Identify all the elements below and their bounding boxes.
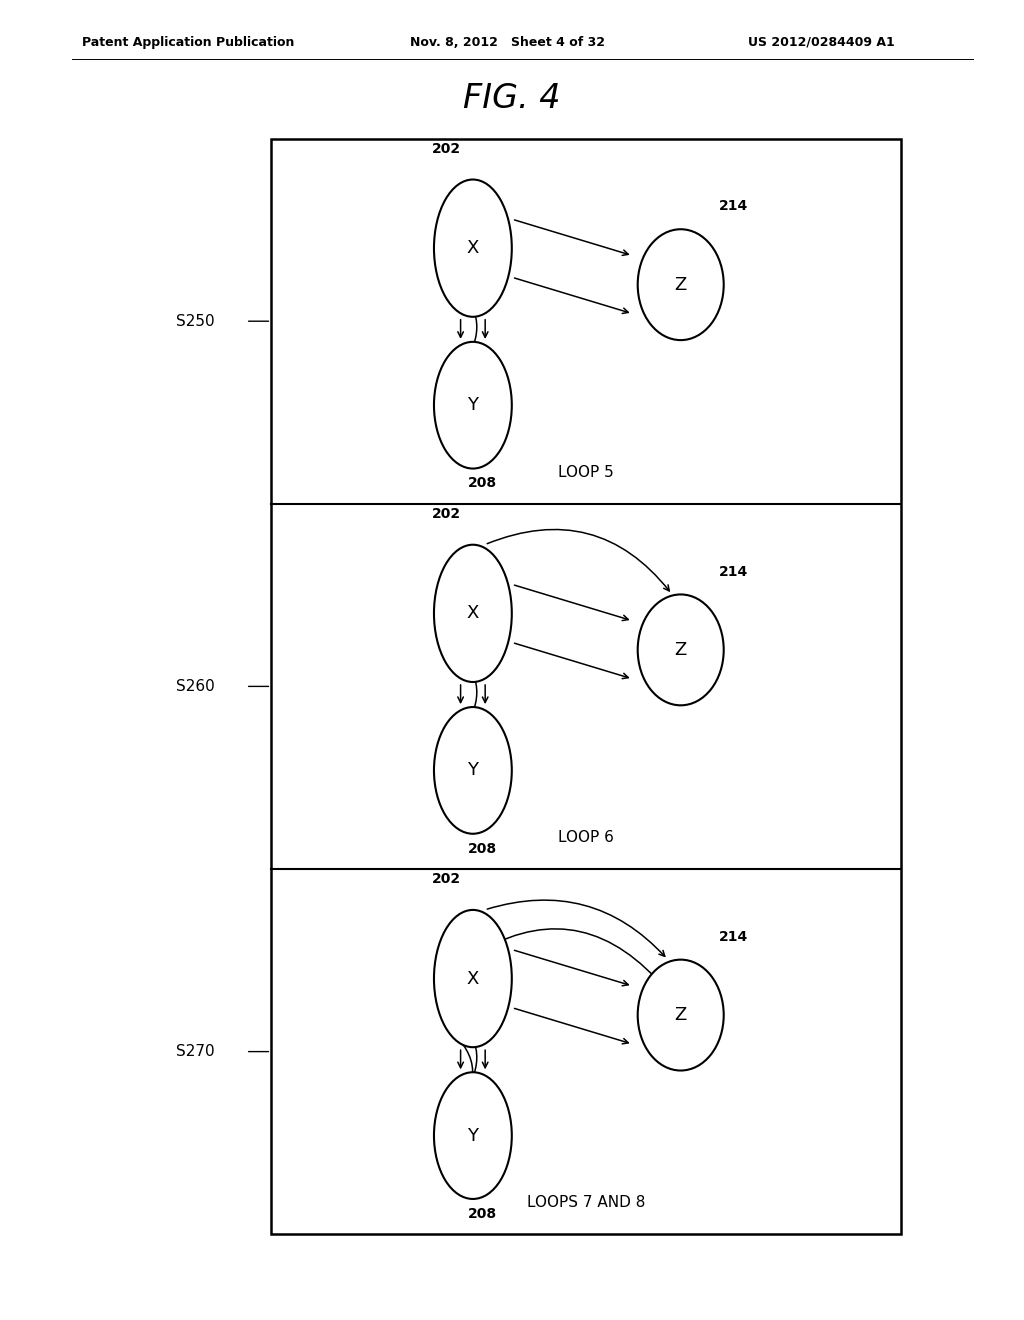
Text: S260: S260	[176, 678, 215, 694]
Text: 202: 202	[431, 141, 461, 156]
Text: Y: Y	[467, 1126, 478, 1144]
Bar	[271, 139, 901, 1234]
Ellipse shape	[434, 1072, 512, 1199]
Ellipse shape	[434, 545, 512, 682]
Ellipse shape	[638, 230, 724, 341]
Text: Z: Z	[675, 276, 687, 293]
Text: 202: 202	[431, 873, 461, 886]
Text: FIG. 4: FIG. 4	[463, 82, 561, 116]
Text: 208: 208	[468, 842, 497, 855]
Text: 208: 208	[468, 1206, 497, 1221]
Ellipse shape	[434, 342, 512, 469]
Text: 208: 208	[468, 477, 497, 491]
Text: X: X	[467, 970, 479, 987]
Ellipse shape	[434, 180, 512, 317]
Ellipse shape	[638, 594, 724, 705]
Text: LOOP 5: LOOP 5	[558, 465, 614, 480]
Text: Z: Z	[675, 1006, 687, 1024]
Text: X: X	[467, 239, 479, 257]
Text: LOOP 6: LOOP 6	[558, 830, 614, 845]
Text: Z: Z	[675, 642, 687, 659]
Ellipse shape	[434, 708, 512, 834]
Text: Patent Application Publication: Patent Application Publication	[82, 36, 294, 49]
Text: 214: 214	[719, 199, 748, 214]
Text: X: X	[467, 605, 479, 622]
Text: S270: S270	[176, 1044, 215, 1059]
Text: Y: Y	[467, 396, 478, 414]
Text: 214: 214	[719, 565, 748, 578]
Text: LOOPS 7 AND 8: LOOPS 7 AND 8	[527, 1196, 645, 1210]
Text: 202: 202	[431, 507, 461, 521]
Ellipse shape	[434, 909, 512, 1047]
Text: Y: Y	[467, 762, 478, 779]
Text: Nov. 8, 2012   Sheet 4 of 32: Nov. 8, 2012 Sheet 4 of 32	[410, 36, 604, 49]
Text: US 2012/0284409 A1: US 2012/0284409 A1	[748, 36, 894, 49]
Ellipse shape	[638, 960, 724, 1071]
Text: S250: S250	[176, 314, 215, 329]
Text: 214: 214	[719, 929, 748, 944]
